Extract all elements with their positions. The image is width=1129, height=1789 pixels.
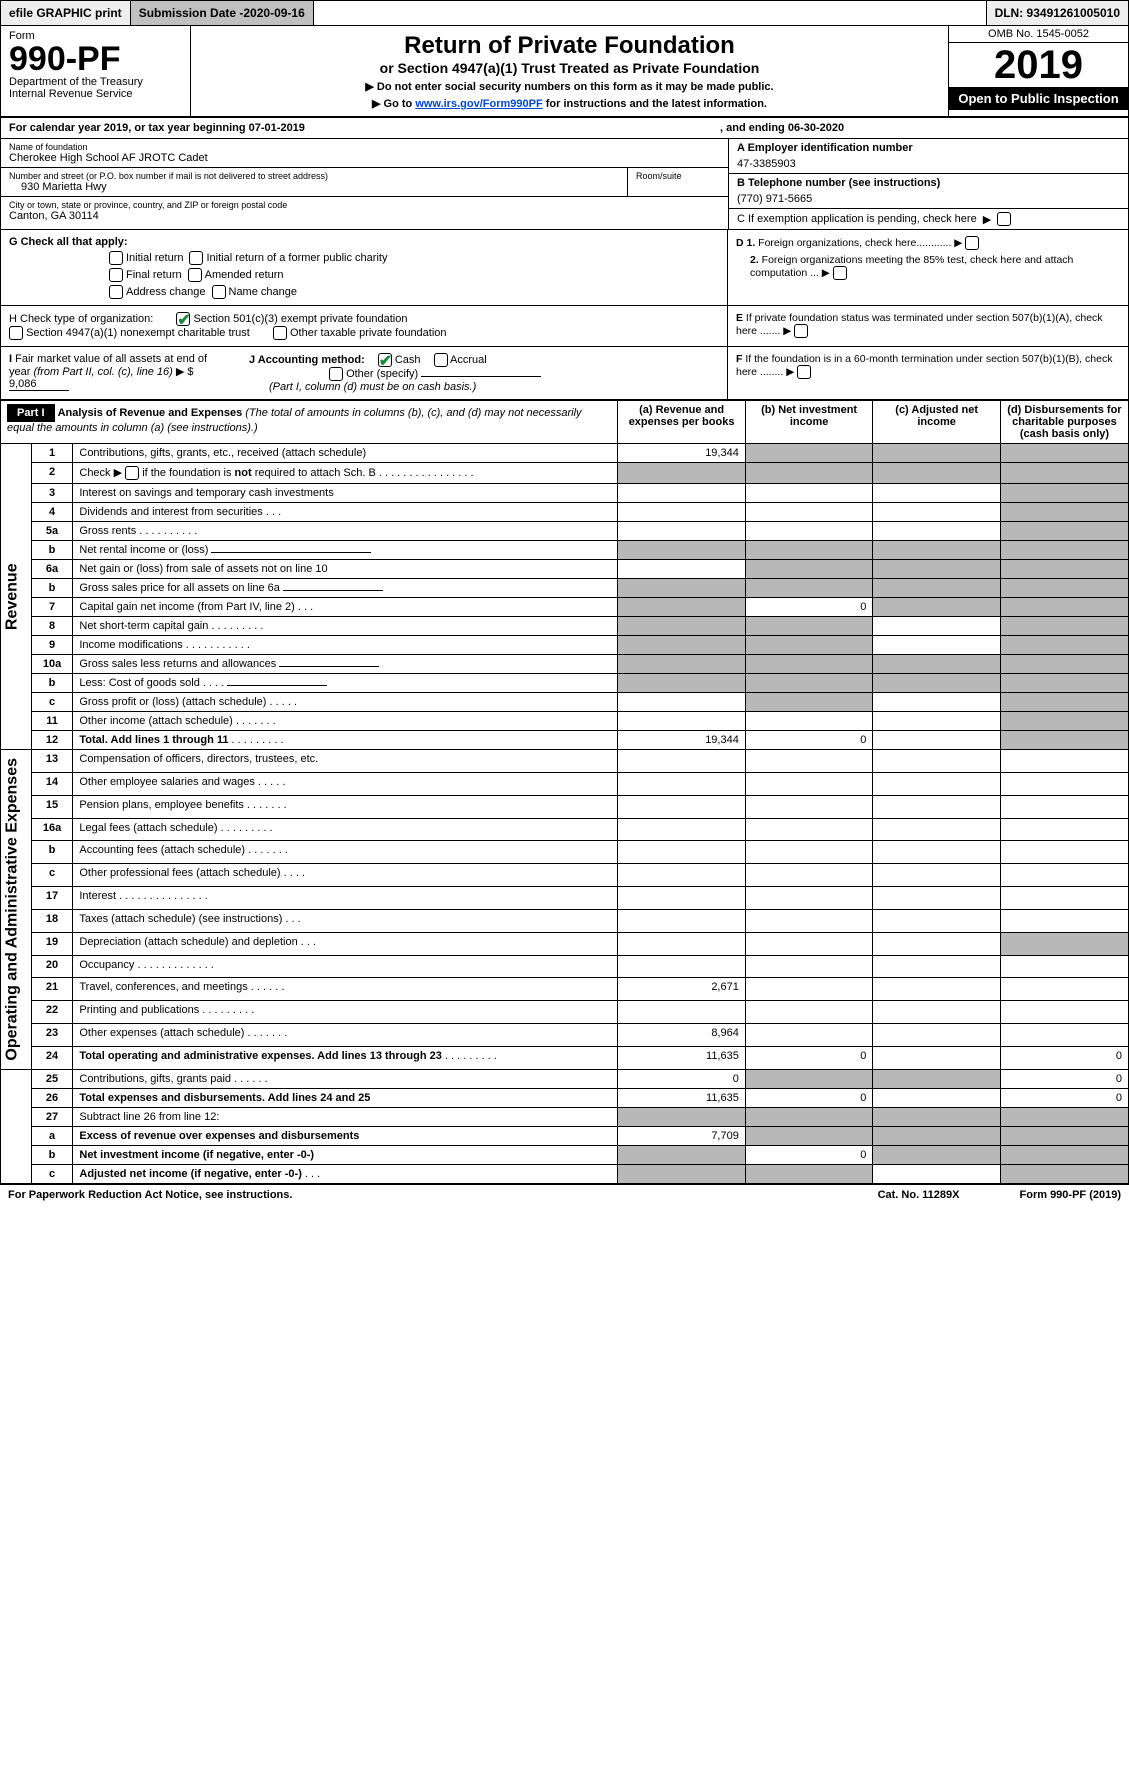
room-label: Room/suite [636,171,720,181]
open-inspection: Open to Public Inspection [949,87,1128,110]
schB-cb[interactable] [125,466,139,480]
name-label: Name of foundation [9,142,720,152]
section-g-d: G Check all that apply: Initial return I… [1,230,1128,306]
pending-checkbox[interactable] [997,212,1011,226]
part1-badge: Part I [7,404,55,422]
city-label: City or town, state or province, country… [9,200,720,210]
expenses-vheader: Operating and Administrative Expenses [1,750,31,1070]
i-label: I Fair market value of all assets at end… [9,353,207,378]
identity-block: Name of foundation Cherokee High School … [1,139,1128,230]
cat-no: Cat. No. 11289X [878,1189,960,1201]
calendar-year-row: For calendar year 2019, or tax year begi… [1,118,1128,139]
form-990pf: Form 990-PF Department of the Treasury I… [0,26,1129,1185]
501c3-cb[interactable] [176,312,190,326]
col-c-header: (c) Adjusted net income [873,401,1001,444]
col-b-header: (b) Net investment income [745,401,873,444]
foundation-name: Cherokee High School AF JROTC Cadet [9,152,720,164]
addr-label: Number and street (or P.O. box number if… [9,171,619,181]
revenue-vheader: Revenue [1,444,31,750]
part1-table: Part I Analysis of Revenue and Expenses … [1,400,1128,1184]
j-label: J Accounting method: [249,354,365,366]
ein-label: A Employer identification number [737,142,1120,154]
cash-cb[interactable] [378,353,392,367]
f-checkbox[interactable] [797,365,811,379]
tax-year: 2019 [949,43,1128,87]
other-method-cb[interactable] [329,367,343,381]
instructions-link-row: ▶ Go to www.irs.gov/Form990PF for instru… [197,97,942,110]
irs-label: Internal Revenue Service [9,88,182,100]
form-header: Form 990-PF Department of the Treasury I… [1,26,1128,118]
amended-return-cb[interactable] [188,268,202,282]
col-d-header: (d) Disbursements for charitable purpose… [1000,401,1128,444]
dept-treasury: Department of the Treasury [9,76,182,88]
form-number: 990-PF [9,42,182,76]
other-taxable-cb[interactable] [273,326,287,340]
city-state-zip: Canton, GA 30114 [9,210,720,222]
ein-value: 47-3385903 [737,154,1120,170]
page-footer: For Paperwork Reduction Act Notice, see … [0,1185,1129,1205]
final-return-cb[interactable] [109,268,123,282]
initial-return-cb[interactable] [109,251,123,265]
instructions-link[interactable]: www.irs.gov/Form990PF [415,98,542,110]
col-a-header: (a) Revenue and expenses per books [618,401,746,444]
tel-value: (770) 971-5665 [737,189,1120,205]
omb-number: OMB No. 1545-0052 [949,26,1128,43]
name-change-cb[interactable] [212,285,226,299]
dln: DLN: 93491261005010 [986,1,1128,25]
form-subtitle: or Section 4947(a)(1) Trust Treated as P… [197,60,942,76]
e-checkbox[interactable] [794,324,808,338]
pra-notice: For Paperwork Reduction Act Notice, see … [8,1189,292,1201]
toolbar: efile GRAPHIC print Submission Date - 20… [0,0,1129,26]
4947a1-cb[interactable] [9,326,23,340]
efile-button[interactable]: efile GRAPHIC print [1,1,131,25]
h-label: H Check type of organization: [9,313,153,325]
j-note: (Part I, column (d) must be on cash basi… [269,381,476,393]
address-change-cb[interactable] [109,285,123,299]
ssn-warning: ▶ Do not enter social security numbers o… [197,80,942,93]
initial-former-cb[interactable] [189,251,203,265]
section-h-e: H Check type of organization: Section 50… [1,306,1128,347]
street-address: 930 Marietta Hwy [9,181,619,193]
d1-checkbox[interactable] [965,236,979,250]
pending-label: C If exemption application is pending, c… [737,213,977,225]
g-label: G Check all that apply: [9,236,128,248]
accrual-cb[interactable] [434,353,448,367]
form-title: Return of Private Foundation [197,32,942,60]
part1-title: Analysis of Revenue and Expenses [58,407,243,419]
section-i-j-f: I Fair market value of all assets at end… [1,347,1128,400]
tel-label: B Telephone number (see instructions) [737,177,1120,189]
d2-checkbox[interactable] [833,266,847,280]
fmv-value: 9,086 [9,378,69,391]
form-footer: Form 990-PF (2019) [1020,1189,1122,1201]
submission-date: Submission Date - 2020-09-16 [131,1,314,25]
